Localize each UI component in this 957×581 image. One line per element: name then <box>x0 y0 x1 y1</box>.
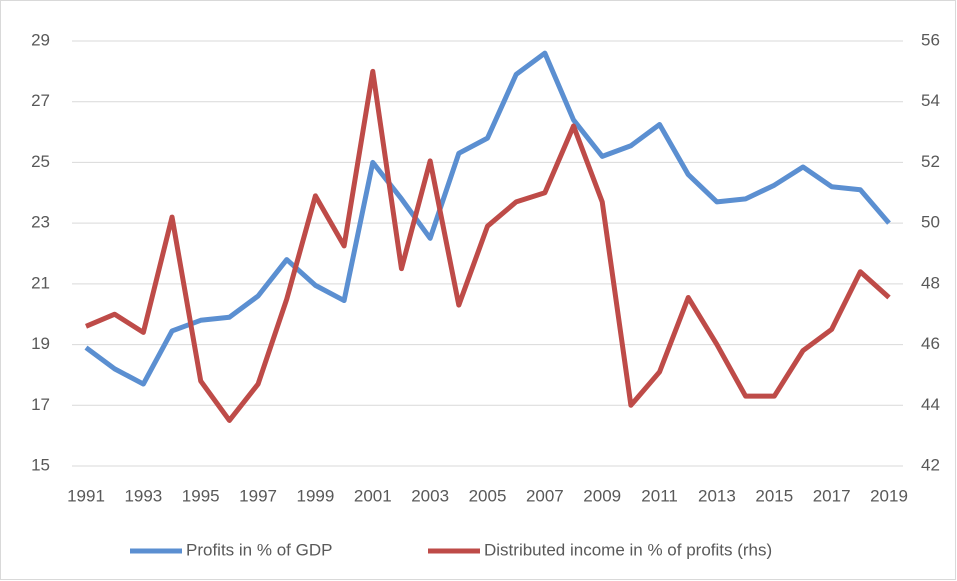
y2-tick-label: 46 <box>921 334 940 353</box>
y-tick-label: 21 <box>31 273 50 292</box>
y2-tick-label: 48 <box>921 273 940 292</box>
x-tick-label: 2003 <box>411 486 449 505</box>
y-tick-label: 15 <box>31 455 50 474</box>
y-tick-label: 17 <box>31 395 50 414</box>
x-tick-label: 1991 <box>67 486 105 505</box>
x-tick-label: 1997 <box>239 486 277 505</box>
y2-tick-label: 50 <box>921 213 940 232</box>
y-tick-label: 27 <box>31 91 50 110</box>
x-tick-label: 1993 <box>124 486 162 505</box>
y2-tick-label: 54 <box>921 91 940 110</box>
legend-label: Profits in % of GDP <box>186 540 332 559</box>
y-tick-label: 19 <box>31 334 50 353</box>
x-tick-label: 1995 <box>182 486 220 505</box>
y2-tick-label: 42 <box>921 455 940 474</box>
x-tick-label: 2007 <box>526 486 564 505</box>
x-tick-label: 2009 <box>583 486 621 505</box>
x-tick-label: 2005 <box>469 486 507 505</box>
series-line <box>85 68 891 423</box>
y2-tick-label: 44 <box>921 395 940 414</box>
x-tick-label: 2011 <box>641 486 678 505</box>
y-tick-label: 29 <box>31 30 50 49</box>
y2-tick-label: 52 <box>921 152 940 171</box>
x-tick-label: 2017 <box>813 486 851 505</box>
y-tick-label: 23 <box>31 213 50 232</box>
x-tick-label: 2019 <box>870 486 908 505</box>
x-tick-label: 2015 <box>755 486 793 505</box>
y-tick-label: 25 <box>31 152 50 171</box>
x-tick-label: 2001 <box>354 486 392 505</box>
series-line <box>84 50 891 387</box>
x-tick-label: 2013 <box>698 486 736 505</box>
x-tick-label: 1999 <box>297 486 335 505</box>
legend-label: Distributed income in % of profits (rhs) <box>484 540 772 559</box>
y2-tick-label: 56 <box>921 30 940 49</box>
